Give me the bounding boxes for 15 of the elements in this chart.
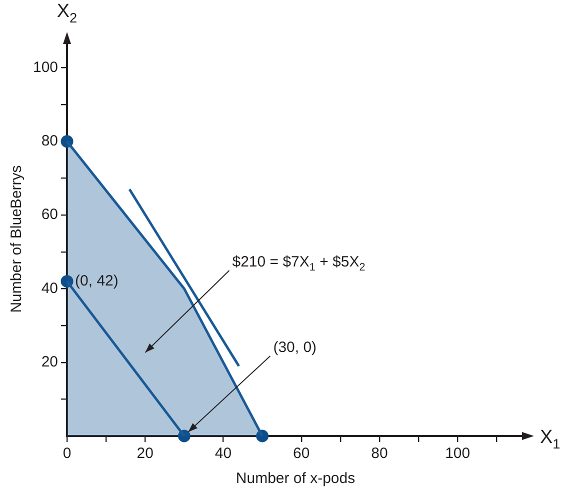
x-tick-label: 40	[214, 445, 232, 462]
x-tick-label: 0	[62, 445, 72, 462]
y-axis-title: Number of BlueBerrys	[8, 165, 26, 313]
y-tick-label: 80	[41, 132, 58, 150]
x-tick-label: 80	[371, 445, 388, 462]
x-axis-title: Number of x-pods	[236, 470, 356, 488]
data-label: (0, 42)	[75, 272, 118, 290]
y-tick-label: 40	[41, 280, 58, 297]
y-tick-label: 20	[41, 353, 58, 370]
x-tick-label: 60	[293, 445, 310, 462]
y-tick-label: 60	[41, 206, 58, 224]
y-tick-label: 100	[32, 58, 58, 76]
x-tick-label: 20	[136, 445, 154, 462]
annotation: (30, 0)	[273, 339, 317, 356]
x-tick-label: 100	[445, 445, 470, 462]
